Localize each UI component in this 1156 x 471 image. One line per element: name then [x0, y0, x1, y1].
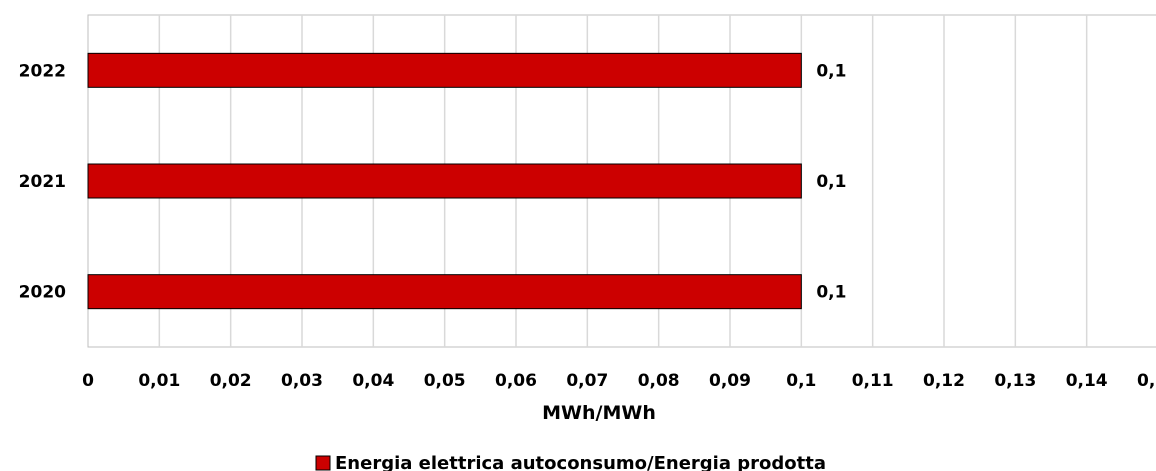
category-label: 2021	[19, 172, 66, 192]
bar	[87, 163, 802, 199]
x-tick-label: 0	[82, 371, 94, 391]
legend-swatch	[315, 455, 331, 471]
x-axis-title: MWh/MWh	[542, 402, 656, 424]
bars	[87, 52, 802, 310]
x-tick-label: 0,06	[495, 371, 537, 391]
x-tick-label: 0,13	[994, 371, 1036, 391]
bar	[87, 274, 802, 310]
category-axis: 2022 2021 2020	[19, 61, 66, 302]
x-tick-label: 0,15	[1137, 371, 1156, 391]
x-tick-label: 0,01	[138, 371, 180, 391]
x-tick-label: 0,1	[786, 371, 816, 391]
x-tick-label: 0,11	[852, 371, 894, 391]
x-tick-label: 0,05	[424, 371, 466, 391]
x-tick-label: 0,09	[709, 371, 751, 391]
data-label: 0,1	[816, 283, 846, 303]
x-tick-label: 0,12	[923, 371, 965, 391]
data-label: 0,1	[816, 61, 846, 81]
x-tick-label: 0,07	[566, 371, 608, 391]
x-tick-label: 0,03	[281, 371, 323, 391]
data-labels: 0,1 0,1 0,1	[816, 61, 846, 302]
legend-label: Energia elettrica autoconsumo/Energia pr…	[335, 453, 826, 471]
x-tick-label: 0,14	[1066, 371, 1108, 391]
legend: Energia elettrica autoconsumo/Energia pr…	[315, 453, 826, 471]
data-label: 0,1	[816, 172, 846, 192]
category-label: 2022	[19, 61, 66, 81]
x-tick-label: 0,04	[352, 371, 394, 391]
value-axis: 0 0,01 0,02 0,03 0,04 0,05 0,06 0,07 0,08 0,09 0,1…	[82, 371, 1156, 391]
x-tick-label: 0,02	[210, 371, 252, 391]
bar	[87, 52, 802, 88]
category-label: 2020	[19, 283, 66, 303]
x-tick-label: 0,08	[638, 371, 680, 391]
